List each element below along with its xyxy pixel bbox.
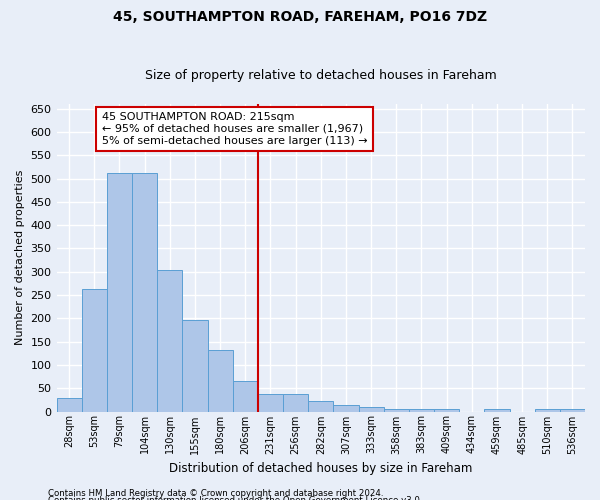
Bar bbox=[107, 174, 132, 412]
Y-axis label: Number of detached properties: Number of detached properties bbox=[15, 170, 25, 346]
Bar bbox=[434, 409, 459, 412]
Bar bbox=[484, 409, 509, 412]
Bar bbox=[383, 408, 409, 412]
Text: Contains HM Land Registry data © Crown copyright and database right 2024.: Contains HM Land Registry data © Crown c… bbox=[48, 488, 383, 498]
Bar bbox=[334, 404, 359, 411]
Title: Size of property relative to detached houses in Fareham: Size of property relative to detached ho… bbox=[145, 69, 497, 82]
X-axis label: Distribution of detached houses by size in Fareham: Distribution of detached houses by size … bbox=[169, 462, 472, 475]
Bar bbox=[283, 394, 308, 411]
Bar bbox=[82, 289, 107, 412]
Text: 45, SOUTHAMPTON ROAD, FAREHAM, PO16 7DZ: 45, SOUTHAMPTON ROAD, FAREHAM, PO16 7DZ bbox=[113, 10, 487, 24]
Bar bbox=[560, 409, 585, 412]
Bar bbox=[182, 320, 208, 412]
Bar bbox=[132, 174, 157, 412]
Bar bbox=[233, 381, 258, 412]
Bar bbox=[308, 401, 334, 411]
Bar bbox=[208, 350, 233, 412]
Bar bbox=[535, 409, 560, 412]
Text: Contains public sector information licensed under the Open Government Licence v3: Contains public sector information licen… bbox=[48, 496, 422, 500]
Bar bbox=[359, 408, 383, 412]
Bar bbox=[157, 270, 182, 412]
Bar bbox=[258, 394, 283, 411]
Bar bbox=[409, 409, 434, 412]
Bar bbox=[56, 398, 82, 411]
Text: 45 SOUTHAMPTON ROAD: 215sqm
← 95% of detached houses are smaller (1,967)
5% of s: 45 SOUTHAMPTON ROAD: 215sqm ← 95% of det… bbox=[102, 112, 367, 146]
